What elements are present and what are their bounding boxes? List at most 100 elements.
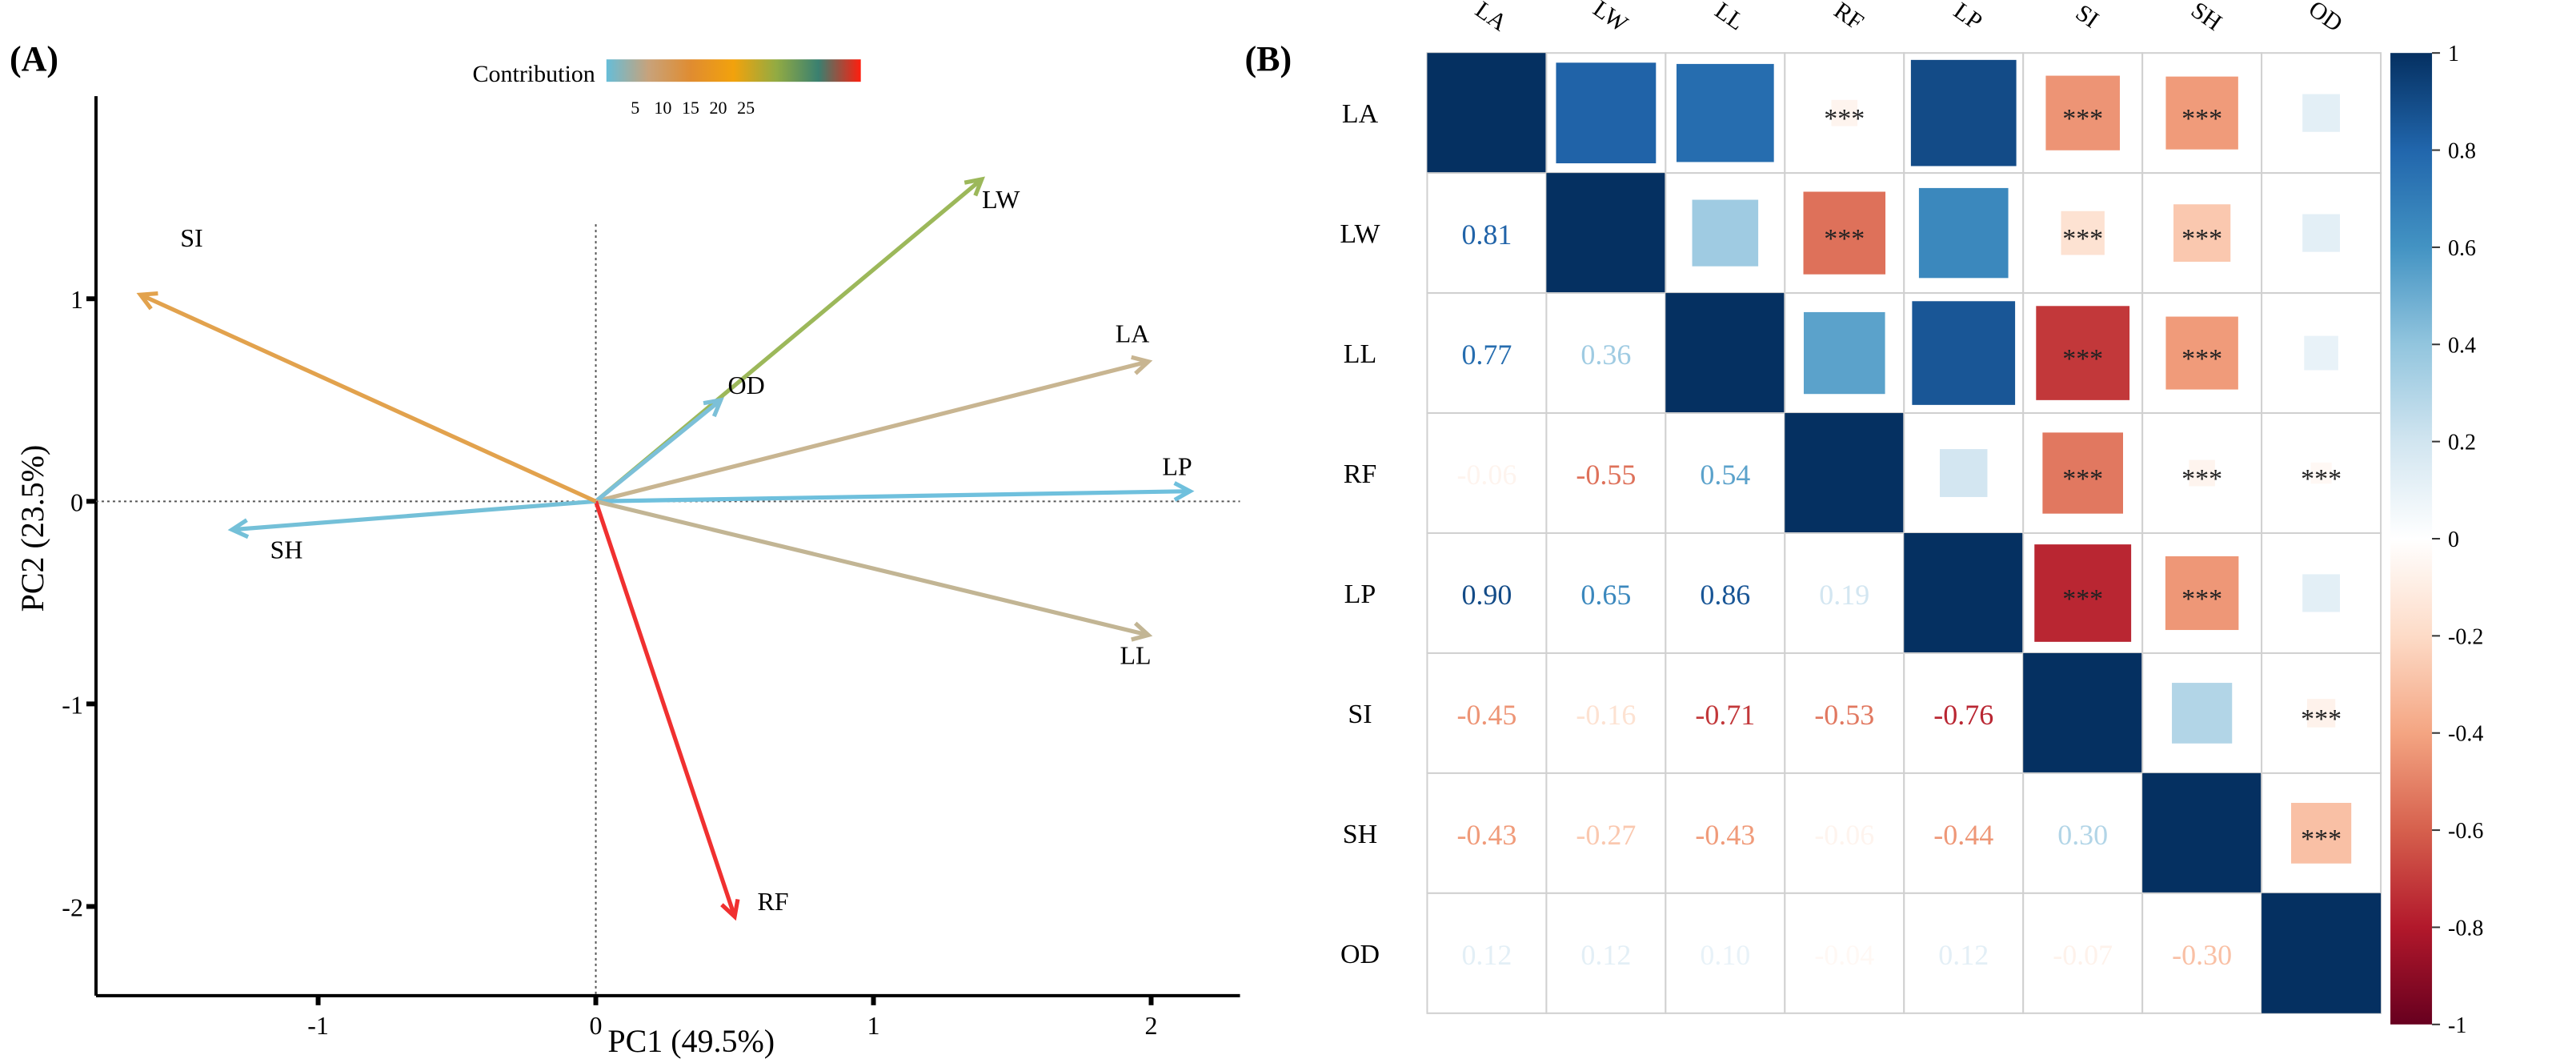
correlation-square bbox=[2309, 460, 2334, 486]
colorbar-tick-label: -0.6 bbox=[2448, 819, 2483, 844]
matrix-cell bbox=[1665, 652, 1786, 774]
correlation-square bbox=[2041, 431, 2125, 515]
row-label: SH bbox=[1343, 820, 1377, 849]
correlation-square bbox=[2170, 681, 2234, 745]
column-label: SH bbox=[2186, 0, 2226, 36]
legend-tick-label: 20 bbox=[710, 98, 727, 118]
correlation-value: 0.12 bbox=[1938, 939, 1989, 971]
arrow-od: OD bbox=[594, 371, 765, 503]
correlation-value: -0.06 bbox=[1814, 819, 1874, 851]
variable-label: SH bbox=[270, 536, 303, 564]
correlation-value: 0.81 bbox=[1461, 219, 1512, 251]
significance-mark: *** bbox=[2181, 224, 2222, 254]
pca-biplot-panel: (A) Contribution 5 10 15 20 25 PC1 (49.5%) P… bbox=[10, 39, 1240, 1059]
matrix-cell bbox=[2141, 892, 2263, 1014]
y-tick-label: -1 bbox=[62, 690, 83, 719]
colorbar-tick-label: -1 bbox=[2448, 1013, 2466, 1038]
matrix-cell bbox=[1545, 292, 1667, 415]
arrow-head bbox=[720, 899, 740, 921]
diagonal-square bbox=[2023, 652, 2143, 773]
correlation-value: -0.04 bbox=[1814, 939, 1874, 971]
matrix-cell bbox=[1426, 532, 1548, 654]
correlation-square bbox=[1674, 62, 1776, 164]
correlation-square bbox=[2172, 203, 2233, 263]
correlation-value: 0.10 bbox=[1700, 939, 1750, 971]
arrow-shaft bbox=[139, 292, 597, 503]
variable-label: LW bbox=[982, 185, 1020, 214]
correlation-square bbox=[2302, 334, 2340, 372]
significance-mark: *** bbox=[1824, 104, 1865, 134]
correlation-square bbox=[2305, 697, 2338, 729]
correlation-value: 0.19 bbox=[1819, 579, 1869, 611]
correlation-value: 0.54 bbox=[1700, 459, 1750, 491]
column-label: LL bbox=[1710, 0, 1749, 35]
correlation-value: 0.12 bbox=[1461, 939, 1512, 971]
correlation-square bbox=[1909, 58, 2018, 168]
arrow-shaft bbox=[595, 499, 1149, 637]
arrow-head bbox=[1173, 481, 1195, 502]
matrix-cell bbox=[1665, 532, 1786, 654]
correlation-square bbox=[2059, 209, 2106, 257]
correlation-square bbox=[2034, 304, 2132, 402]
matrix-cell bbox=[1665, 412, 1786, 534]
arrow-head bbox=[963, 176, 985, 197]
arrow-sh: SH bbox=[227, 499, 596, 564]
colorbar-tick-label: 0.8 bbox=[2448, 139, 2476, 164]
correlation-square bbox=[1801, 310, 1887, 396]
column-label: RF bbox=[1829, 0, 1869, 35]
correlation-square bbox=[2163, 554, 2241, 632]
variable-label: LL bbox=[1120, 640, 1151, 669]
significance-mark: *** bbox=[2062, 464, 2103, 494]
arrow-head bbox=[703, 397, 724, 418]
arrow-head bbox=[227, 518, 250, 540]
correlation-square bbox=[1917, 186, 2010, 280]
column-label: SI bbox=[2071, 0, 2104, 34]
colorbar-tick-label: 0 bbox=[2448, 527, 2459, 552]
correlation-square bbox=[1910, 299, 2017, 407]
arrow-head bbox=[1131, 355, 1153, 375]
arrow-shaft bbox=[231, 499, 596, 532]
significance-mark: *** bbox=[2181, 344, 2222, 374]
row-label: LW bbox=[1340, 219, 1380, 249]
arrow-head bbox=[1131, 621, 1153, 642]
variable-label: RF bbox=[757, 887, 788, 916]
arrow-lw: LW bbox=[594, 176, 1020, 503]
diagonal-square bbox=[1427, 53, 1547, 174]
significance-mark: *** bbox=[2301, 824, 2342, 854]
matrix-cell bbox=[1545, 892, 1667, 1014]
column-label: LA bbox=[1471, 0, 1512, 37]
colorbar-tick-label: -0.4 bbox=[2448, 722, 2483, 747]
significance-mark: *** bbox=[2301, 464, 2342, 494]
colorbar-tick-label: -0.2 bbox=[2448, 624, 2483, 649]
correlation-value: 0.36 bbox=[1580, 339, 1631, 371]
arrow-shaft bbox=[595, 489, 1191, 503]
legend-tick-label: 10 bbox=[654, 98, 671, 118]
correlation-value: 0.86 bbox=[1700, 579, 1750, 611]
correlation-value: -0.43 bbox=[1456, 819, 1516, 851]
diagonal-square bbox=[2142, 772, 2262, 893]
correlation-square bbox=[1801, 190, 1888, 276]
matrix-cell bbox=[1426, 892, 1548, 1014]
colorbar-tick-label: 1 bbox=[2448, 42, 2459, 66]
row-label: SI bbox=[1348, 700, 1372, 729]
correlation-square bbox=[1690, 198, 1761, 268]
correlation-value: -0.16 bbox=[1576, 699, 1636, 731]
correlation-matrix-panel: (B) LA LA LW LW LL LL RF RF LP LP SI SI SH SH OD OD *** *… bbox=[1245, 0, 2484, 1038]
x-axis-label: PC1 (49.5%) bbox=[607, 1023, 775, 1059]
correlation-square bbox=[1938, 447, 1989, 499]
correlation-value: -0.43 bbox=[1695, 819, 1755, 851]
matrix-cell bbox=[1426, 292, 1548, 415]
variable-label: SI bbox=[180, 223, 202, 252]
colorbar-tick-label: 0.2 bbox=[2448, 431, 2476, 455]
correlation-square bbox=[2301, 572, 2342, 614]
correlation-square bbox=[2164, 74, 2240, 151]
colorbar-tick-label: -0.8 bbox=[2448, 916, 2483, 941]
correlation-value: -0.45 bbox=[1456, 699, 1516, 731]
significance-mark: *** bbox=[2062, 104, 2103, 134]
diagonal-square bbox=[1546, 173, 1666, 294]
significance-mark: *** bbox=[2062, 344, 2103, 374]
correlation-square bbox=[2033, 543, 2133, 644]
colorbar-tick-label: 0.4 bbox=[2448, 333, 2476, 358]
variable-label: OD bbox=[728, 371, 765, 399]
